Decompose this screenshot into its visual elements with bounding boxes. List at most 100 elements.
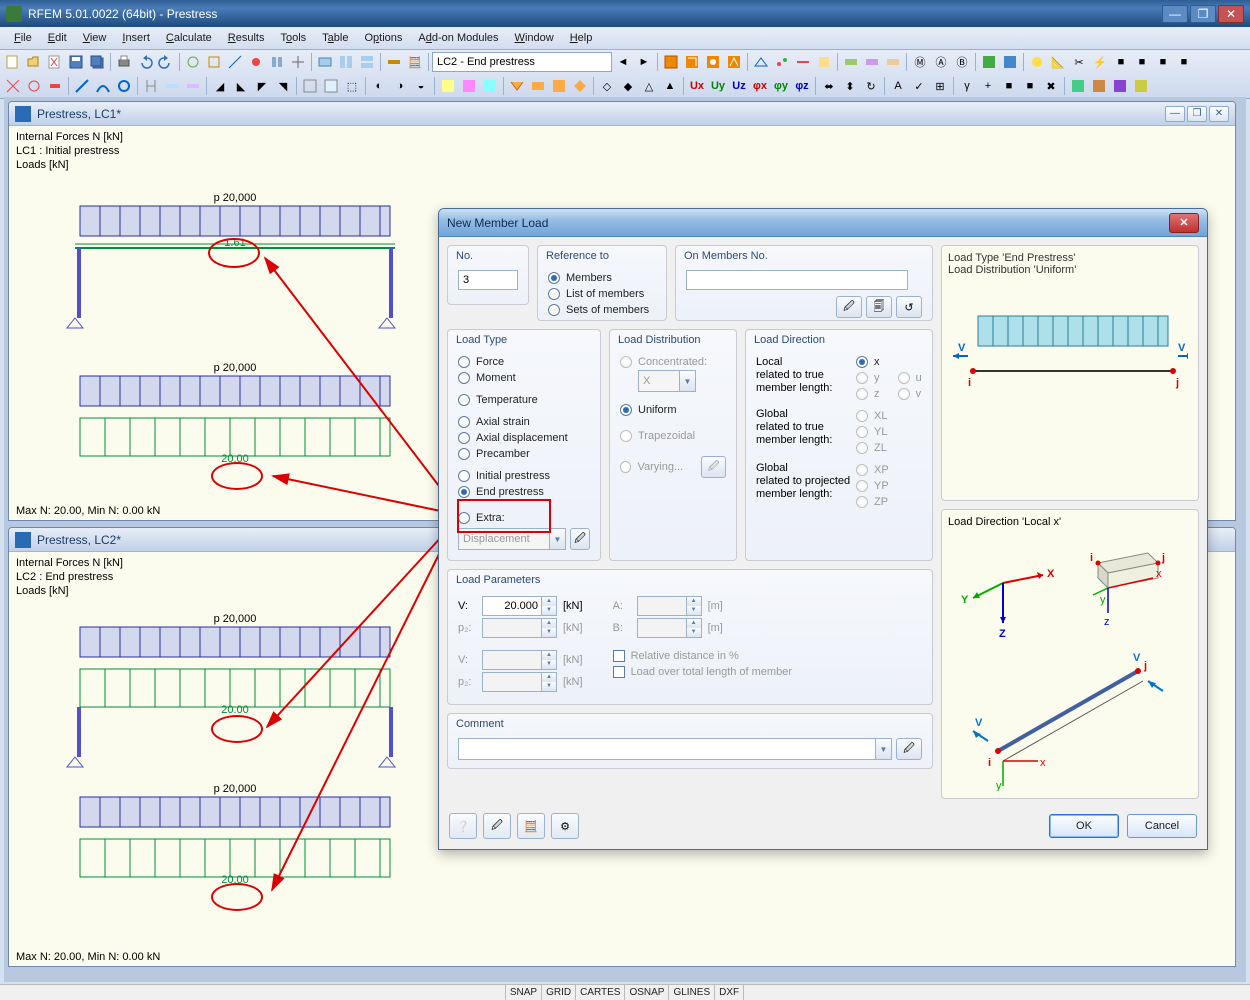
t2-1[interactable] — [3, 76, 23, 96]
tool-saveall[interactable] — [87, 52, 107, 72]
t2-c1[interactable] — [507, 76, 527, 96]
t2-22[interactable] — [480, 76, 500, 96]
t2-h3[interactable]: ■ — [999, 76, 1019, 96]
status-osnap[interactable]: OSNAP — [624, 985, 669, 1000]
t2-i4[interactable] — [1131, 76, 1151, 96]
t2-16[interactable]: ⬚ — [342, 76, 362, 96]
radio-list-members[interactable] — [548, 288, 560, 300]
radio-axstrain[interactable] — [458, 416, 470, 428]
radio-members[interactable] — [548, 272, 560, 284]
menu-insert[interactable]: Insert — [114, 29, 158, 47]
t2-e6[interactable]: φz — [792, 76, 812, 96]
status-grid[interactable]: GRID — [541, 985, 576, 1000]
ok-button[interactable]: OK — [1049, 814, 1119, 838]
menu-addon[interactable]: Add-on Modules — [410, 29, 506, 47]
tool-save[interactable] — [66, 52, 86, 72]
menu-results[interactable]: Results — [220, 29, 273, 47]
tool-f[interactable] — [288, 52, 308, 72]
radio-uniform[interactable] — [620, 404, 632, 416]
t2-7[interactable] — [141, 76, 161, 96]
t2-d4[interactable]: ▲ — [660, 76, 680, 96]
t2-9[interactable] — [183, 76, 203, 96]
radio-force[interactable] — [458, 356, 470, 368]
tool-r23[interactable]: ■ — [1153, 52, 1173, 72]
tool-r5[interactable] — [751, 52, 771, 72]
t2-g3[interactable]: ⊞ — [930, 76, 950, 96]
edit-button[interactable]: 🖉 — [483, 813, 511, 839]
minimize-button[interactable]: — — [1162, 5, 1188, 23]
tool-k[interactable]: 🧮 — [405, 52, 425, 72]
menu-edit[interactable]: Edit — [40, 29, 75, 47]
tool-g[interactable] — [315, 52, 335, 72]
radio-sets-members[interactable] — [548, 304, 560, 316]
tool-r19[interactable]: ✂ — [1069, 52, 1089, 72]
tool-r9[interactable] — [841, 52, 861, 72]
radio-temp[interactable] — [458, 394, 470, 406]
tool-close[interactable] — [45, 52, 65, 72]
tool-r11[interactable] — [883, 52, 903, 72]
pick-btn-2[interactable]: 🗐 — [866, 296, 892, 318]
tool-open[interactable] — [24, 52, 44, 72]
tool-h[interactable] — [336, 52, 356, 72]
tool-r16[interactable] — [1000, 52, 1020, 72]
t2-d1[interactable]: ◇ — [597, 76, 617, 96]
tool-c[interactable] — [225, 52, 245, 72]
t2-c4[interactable] — [570, 76, 590, 96]
tool-b[interactable] — [204, 52, 224, 72]
t2-15[interactable] — [321, 76, 341, 96]
t2-g1[interactable]: A — [888, 76, 908, 96]
tool-r18[interactable]: 📐 — [1048, 52, 1068, 72]
comment-pick[interactable]: 🖉 — [896, 738, 922, 760]
maximize-button[interactable]: ❐ — [1190, 5, 1216, 23]
tool-redo[interactable] — [156, 52, 176, 72]
t2-i2[interactable] — [1089, 76, 1109, 96]
menu-view[interactable]: View — [75, 29, 115, 47]
tool-undo[interactable] — [135, 52, 155, 72]
status-cartes[interactable]: CARTES — [575, 985, 625, 1000]
tool-r1[interactable] — [661, 52, 681, 72]
tool-j[interactable] — [384, 52, 404, 72]
t2-4[interactable] — [72, 76, 92, 96]
menu-calculate[interactable]: Calculate — [158, 29, 220, 47]
tool-r3[interactable] — [703, 52, 723, 72]
t2-i3[interactable] — [1110, 76, 1130, 96]
tool-r12[interactable]: Ⓜ — [910, 52, 930, 72]
tool-r15[interactable] — [979, 52, 999, 72]
doc1-max[interactable]: ❐ — [1187, 106, 1207, 122]
tool-new[interactable] — [3, 52, 23, 72]
t2-11[interactable]: ◣ — [231, 76, 251, 96]
input-V[interactable]: ▲▼ — [482, 596, 557, 616]
calc-button[interactable]: 🧮 — [517, 813, 545, 839]
tool-r24[interactable]: ■ — [1174, 52, 1194, 72]
t2-6[interactable] — [114, 76, 134, 96]
tool-r7[interactable] — [793, 52, 813, 72]
t2-3[interactable] — [45, 76, 65, 96]
radio-initpre[interactable] — [458, 470, 470, 482]
t2-e3[interactable]: Uz — [729, 76, 749, 96]
menu-tools[interactable]: Tools — [272, 29, 314, 47]
menu-help[interactable]: Help — [562, 29, 601, 47]
close-button[interactable]: ✕ — [1218, 5, 1244, 23]
t2-13[interactable]: ◥ — [273, 76, 293, 96]
t2-e1[interactable]: Ux — [687, 76, 707, 96]
loadcase-combo[interactable] — [432, 52, 612, 72]
tool-d[interactable] — [246, 52, 266, 72]
t2-18[interactable]: ◑ — [390, 76, 410, 96]
no-input[interactable] — [458, 270, 518, 290]
onmembers-input[interactable] — [686, 270, 908, 290]
t2-c3[interactable] — [549, 76, 569, 96]
t2-f3[interactable]: ↻ — [861, 76, 881, 96]
t2-h4[interactable]: ■ — [1020, 76, 1040, 96]
radio-precamber[interactable] — [458, 448, 470, 460]
t2-d3[interactable]: △ — [639, 76, 659, 96]
extra-pick[interactable]: 🖉 — [570, 528, 590, 550]
tool-e[interactable] — [267, 52, 287, 72]
tool-r13[interactable]: Ⓐ — [931, 52, 951, 72]
tool-r8[interactable] — [814, 52, 834, 72]
pick-btn-1[interactable]: 🖉 — [836, 296, 862, 318]
t2-5[interactable] — [93, 76, 113, 96]
status-glines[interactable]: GLINES — [668, 985, 715, 1000]
cancel-button[interactable]: Cancel — [1127, 814, 1197, 838]
help-button[interactable]: ❔ — [449, 813, 477, 839]
pick-btn-3[interactable]: ↺ — [896, 296, 922, 318]
